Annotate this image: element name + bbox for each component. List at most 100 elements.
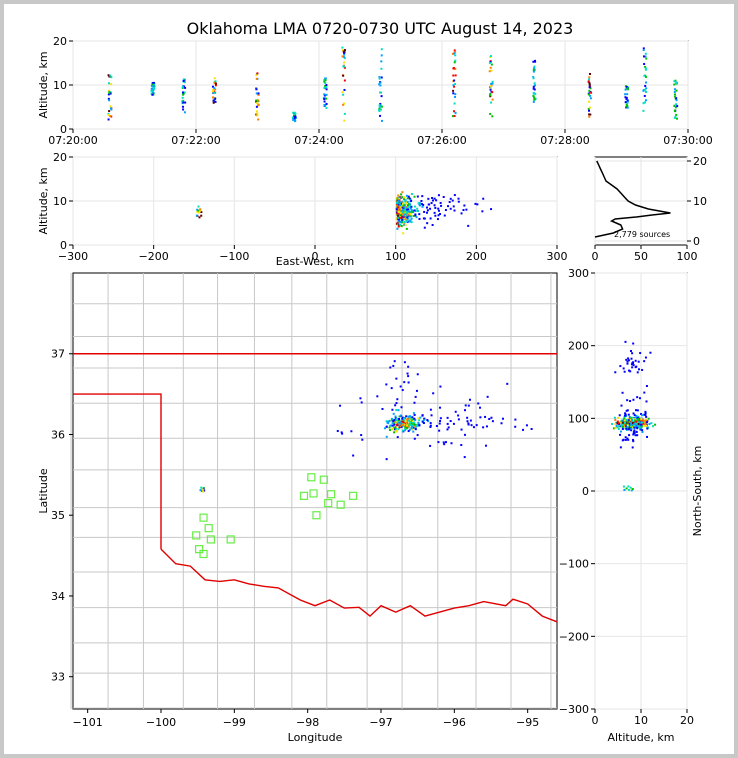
source-point	[433, 211, 436, 214]
source-point	[643, 63, 646, 66]
source-point	[415, 216, 418, 219]
source-point	[212, 88, 215, 91]
source-point	[673, 80, 676, 83]
source-point	[638, 426, 641, 429]
source-point	[341, 55, 344, 58]
source-point	[623, 414, 626, 417]
source-point	[530, 427, 533, 430]
source-point	[632, 440, 635, 443]
source-point	[425, 211, 428, 214]
source-point	[109, 107, 112, 110]
source-point	[404, 216, 407, 219]
source-point	[400, 421, 403, 424]
source-point	[631, 422, 634, 425]
source-point	[418, 213, 421, 216]
source-point	[408, 215, 411, 218]
source-point	[643, 391, 646, 394]
source-point	[532, 60, 535, 63]
source-point	[642, 102, 645, 105]
source-point	[676, 105, 679, 108]
source-point	[415, 424, 418, 427]
source-point	[613, 416, 616, 419]
source-point	[400, 225, 403, 228]
source-point	[336, 429, 339, 432]
source-point	[533, 96, 536, 99]
source-point	[213, 91, 216, 94]
source-point	[343, 61, 346, 64]
plan-view-panel: −101 −100 −99 −98 −97 −96 −95 33 34 35 36 37 Latitu…	[37, 272, 558, 744]
source-point	[391, 419, 394, 422]
x-tick-label: 100	[677, 250, 698, 263]
source-point	[450, 442, 453, 445]
source-point	[630, 426, 633, 429]
source-point	[633, 429, 636, 432]
source-point	[623, 417, 626, 420]
source-point	[625, 97, 628, 100]
x-tick-label: 20	[680, 714, 694, 727]
source-point	[392, 364, 395, 367]
source-point	[534, 84, 537, 87]
source-point	[623, 419, 626, 422]
source-point	[644, 75, 647, 78]
source-point	[182, 91, 185, 94]
source-point	[408, 206, 411, 209]
source-point	[407, 430, 410, 433]
source-point	[491, 91, 494, 94]
source-point	[403, 419, 406, 422]
source-point	[401, 191, 404, 194]
source-point	[404, 206, 407, 209]
source-point	[438, 213, 441, 216]
source-point	[403, 205, 406, 208]
y-tick-label: 36	[51, 428, 65, 441]
source-point	[214, 88, 217, 91]
source-point	[214, 82, 217, 85]
source-point	[632, 416, 635, 419]
x-tick-label: −100	[219, 250, 249, 263]
source-point	[414, 395, 417, 398]
x-tick-label: 0	[592, 714, 599, 727]
source-point	[151, 82, 154, 85]
x-tick-label: 07:20:00	[48, 134, 97, 147]
source-point	[491, 420, 494, 423]
source-point	[213, 81, 216, 84]
source-point	[214, 80, 217, 83]
source-point	[199, 208, 202, 211]
source-point	[109, 105, 112, 108]
source-point	[400, 420, 403, 423]
source-point	[625, 414, 628, 417]
source-point	[622, 438, 625, 441]
source-point	[491, 82, 494, 85]
lma-station-marker	[226, 535, 235, 544]
source-point	[403, 417, 406, 420]
source-point	[342, 55, 345, 58]
lma-station-marker	[206, 535, 215, 544]
source-point	[525, 424, 528, 427]
source-point	[533, 88, 536, 91]
source-point	[107, 82, 110, 85]
source-point	[400, 211, 403, 214]
source-point	[398, 224, 401, 227]
source-point	[402, 198, 405, 201]
source-point	[488, 94, 491, 97]
source-point	[423, 226, 426, 229]
y-tick-label: 10	[53, 79, 67, 92]
source-point	[438, 429, 441, 432]
source-point	[392, 420, 395, 423]
source-point	[405, 201, 408, 204]
source-point	[389, 424, 392, 427]
source-point	[391, 422, 394, 425]
source-point	[403, 196, 406, 199]
source-point	[626, 93, 629, 96]
source-point	[490, 63, 493, 66]
source-point	[631, 352, 634, 355]
source-point	[342, 74, 345, 77]
source-point	[633, 423, 636, 426]
y-tick-label: 20	[53, 151, 67, 164]
source-point	[644, 414, 647, 417]
source-point	[643, 94, 646, 97]
source-point	[616, 426, 619, 429]
source-point	[395, 204, 398, 207]
source-point	[412, 214, 415, 217]
y-tick-label: 35	[51, 509, 65, 522]
source-point	[110, 76, 113, 79]
